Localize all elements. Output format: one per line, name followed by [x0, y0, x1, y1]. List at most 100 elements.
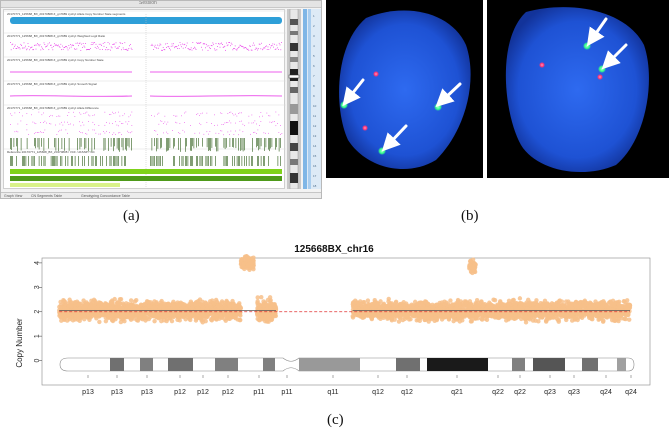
- left-nucleus: [339, 10, 471, 170]
- data-point: [236, 302, 242, 308]
- allele-dot: [155, 130, 157, 132]
- signal-dot: [180, 44, 182, 46]
- data-point: [103, 318, 109, 324]
- signal-dot: [202, 49, 203, 51]
- gene-tick: [178, 138, 179, 150]
- track-label: Reference 20170771_125668_BX_20170808 / …: [7, 150, 96, 154]
- signal-dot: [36, 44, 38, 46]
- allele-dot: [116, 124, 118, 126]
- y-tick-label: 4: [34, 261, 41, 265]
- signal-dot: [34, 44, 35, 46]
- data-point: [271, 302, 277, 307]
- data-point: [224, 299, 230, 305]
- right-nucleus: [505, 7, 649, 173]
- signal-dot: [189, 49, 190, 51]
- data-point: [526, 297, 531, 302]
- gene-tick: [268, 156, 269, 166]
- data-point: [406, 303, 412, 309]
- allele-dot: [272, 121, 274, 123]
- data-point: [88, 315, 93, 320]
- data-point: [117, 297, 123, 302]
- allele-dot: [251, 122, 253, 124]
- signal-dot: [279, 44, 281, 46]
- gene-tick: [154, 156, 155, 166]
- signal-dot: [190, 49, 191, 51]
- allele-dot: [61, 121, 62, 123]
- signal-dot: [242, 45, 243, 47]
- allele-dot: [277, 123, 278, 124]
- allele-dot: [214, 125, 215, 126]
- gene-tick: [229, 138, 231, 148]
- allele-dot: [176, 122, 178, 124]
- signal-dot: [117, 47, 118, 49]
- gene-tick: [77, 138, 78, 151]
- allele-dot: [227, 122, 229, 123]
- signal-dot: [71, 44, 73, 46]
- data-point: [241, 264, 246, 269]
- tab-genotyping[interactable]: Genotyping Concordance Table: [81, 194, 130, 198]
- data-point: [132, 307, 137, 312]
- gene-tick: [41, 156, 42, 166]
- signal-dot: [238, 47, 239, 49]
- window-titlebar: Session: [1, 1, 321, 8]
- signal-dot: [81, 43, 82, 45]
- signal-dot: [70, 46, 72, 48]
- signal-dot: [156, 47, 158, 49]
- data-point: [433, 302, 439, 308]
- allele-dot: [262, 115, 263, 117]
- allele-dot: [124, 113, 125, 115]
- signal-dot: [99, 49, 101, 50]
- data-point: [77, 306, 82, 312]
- allele-dot: [253, 132, 254, 133]
- tab-graph-view[interactable]: Graph View: [4, 194, 23, 198]
- signal-dot: [110, 46, 112, 48]
- signal-dot: [194, 46, 195, 48]
- data-point: [69, 300, 74, 305]
- gene-tick: [61, 138, 63, 149]
- allele-dot: [275, 111, 277, 113]
- gene-tick: [160, 138, 161, 149]
- allele-dot: [178, 132, 179, 133]
- data-point: [554, 311, 560, 316]
- signal-dot: [95, 43, 97, 45]
- signal-dot: [102, 42, 104, 44]
- data-point: [237, 317, 242, 323]
- gene-tick: [174, 138, 175, 147]
- tab-cn-segments[interactable]: CN Segments Table: [31, 194, 63, 198]
- allele-dot: [217, 124, 218, 126]
- gene-tick: [181, 156, 183, 166]
- gene-tick: [265, 138, 267, 148]
- allele-dot: [85, 133, 86, 134]
- allele-dot: [88, 129, 89, 131]
- gene-tick: [91, 138, 93, 152]
- signal-dot: [118, 47, 119, 49]
- data-point: [171, 310, 176, 315]
- signal-dot: [52, 49, 54, 51]
- data-point: [460, 318, 465, 323]
- signal-dot: [250, 49, 252, 51]
- signal-dot: [120, 42, 122, 44]
- data-point: [110, 300, 115, 305]
- signal-dot: [43, 42, 45, 44]
- allele-dot: [260, 112, 262, 113]
- allele-dot: [248, 122, 250, 124]
- allele-dot: [92, 121, 94, 123]
- signal-dot: [66, 46, 67, 47]
- y-tick-label: 1: [34, 334, 41, 338]
- track-canvas[interactable]: 20170771_125668_BX_20170808 Z_gn7989 cyt…: [4, 10, 286, 190]
- data-point: [128, 298, 134, 303]
- signal-dot: [90, 44, 92, 46]
- data-point: [484, 309, 489, 315]
- signal-dot: [236, 49, 238, 51]
- allele-dot: [79, 121, 80, 123]
- data-point: [119, 306, 125, 311]
- track-label: 20170771_125668_BX_20170808 Z_gn7989 cyt…: [7, 106, 99, 110]
- chromosome-idiogram-panel[interactable]: [287, 9, 301, 189]
- track-viewer[interactable]: 20170771_125668_BX_20170808 Z_gn7989 cyt…: [3, 9, 286, 190]
- gene-tick: [157, 138, 159, 149]
- signal-dot: [86, 49, 87, 51]
- allele-dot: [160, 120, 161, 122]
- signal-dot: [270, 45, 272, 47]
